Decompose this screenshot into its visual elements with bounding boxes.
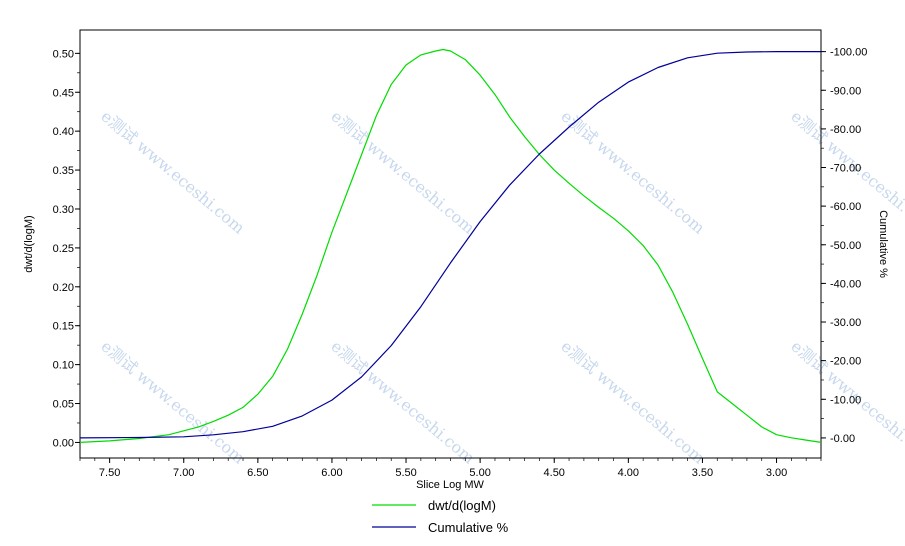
y-tick-label-5: 0.25 — [53, 243, 74, 255]
y-tick-label-10: 0.50 — [53, 48, 74, 60]
y-tick-label-0: 0.00 — [53, 437, 74, 449]
x-tick-label-6: 4.50 — [544, 467, 565, 479]
y2-tick-label-8: -80.00 — [830, 124, 861, 136]
y2-tick-label-9: -90.00 — [830, 85, 861, 97]
series-line-0 — [79, 48, 822, 443]
legend-label-dwt: dwt/d(logM) — [428, 498, 496, 513]
y2-tick-label-10: -100.00 — [830, 47, 867, 59]
legend-label-cumulative: Cumulative % — [428, 520, 509, 535]
y2-tick-label-2: -20.00 — [830, 356, 861, 368]
x-tick-label-7: 4.00 — [618, 467, 639, 479]
watermark-2: e测试 www.eceshi.com — [557, 107, 708, 238]
y2-tick-label-3: -30.00 — [830, 317, 861, 329]
series-layer — [79, 48, 822, 443]
y-tick-label-9: 0.45 — [53, 87, 74, 99]
watermark-0: e测试 www.eceshi.com — [97, 107, 248, 238]
plot-area — [79, 29, 822, 459]
y-axis-right: -0.00 -10.00 -20.00 -30.00 -40.00 -50.00 -60.0… — [821, 47, 867, 445]
watermark-1: e测试 www.eceshi.com — [327, 107, 478, 238]
x-tick-label-1: 7.00 — [173, 467, 194, 479]
watermark-layer: e测试 www.eceshi.com e测试 www.eceshi.com e测试 … — [97, 107, 905, 468]
watermark-5: e测试 www.eceshi.com — [327, 337, 478, 468]
y2-tick-label-1: -10.00 — [830, 394, 861, 406]
y2-tick-label-6: -60.00 — [830, 201, 861, 213]
y-tick-label-1: 0.05 — [53, 399, 74, 411]
y2-tick-label-0: -0.00 — [830, 433, 855, 445]
series-line-1 — [79, 50, 821, 439]
x-tick-label-5: 5.00 — [469, 467, 490, 479]
x-tick-label-3: 6.00 — [321, 467, 342, 479]
watermark-4: e测试 www.eceshi.com — [97, 337, 248, 468]
y-tick-label-8: 0.40 — [53, 126, 74, 138]
x-tick-label-0: 7.50 — [99, 467, 120, 479]
y-tick-label-3: 0.15 — [53, 321, 74, 333]
y2-axis-title: Cumulative % — [877, 210, 889, 278]
x-tick-label-8: 3.50 — [692, 467, 713, 479]
y-tick-label-4: 0.20 — [53, 282, 74, 294]
legend: dwt/d(logM) Cumulative % — [372, 498, 509, 535]
x-axis-title: Slice Log MW — [416, 479, 484, 491]
y2-tick-label-4: -40.00 — [830, 278, 861, 290]
y-tick-label-6: 0.30 — [53, 204, 74, 216]
y2-tick-label-5: -50.00 — [830, 240, 861, 252]
y-tick-label-7: 0.35 — [53, 165, 74, 177]
x-axis: 7.50 7.00 6.50 6.00 5.50 5.00 4.50 4.00 3.50 3.00 — [79, 458, 822, 479]
y2-tick-label-7: -70.00 — [830, 163, 861, 175]
watermark-6: e测试 www.eceshi.com — [557, 337, 708, 468]
y-axis-title: dwt/d(logM) — [23, 215, 35, 272]
x-tick-label-2: 6.50 — [247, 467, 268, 479]
x-tick-label-9: 3.00 — [766, 467, 787, 479]
x-tick-label-4: 5.50 — [395, 467, 416, 479]
y-axis-left: 0.00 0.05 0.10 0.15 0.20 0.25 0.30 0.35 0.40 0.45… — [53, 48, 80, 449]
y-tick-label-2: 0.10 — [53, 360, 74, 372]
